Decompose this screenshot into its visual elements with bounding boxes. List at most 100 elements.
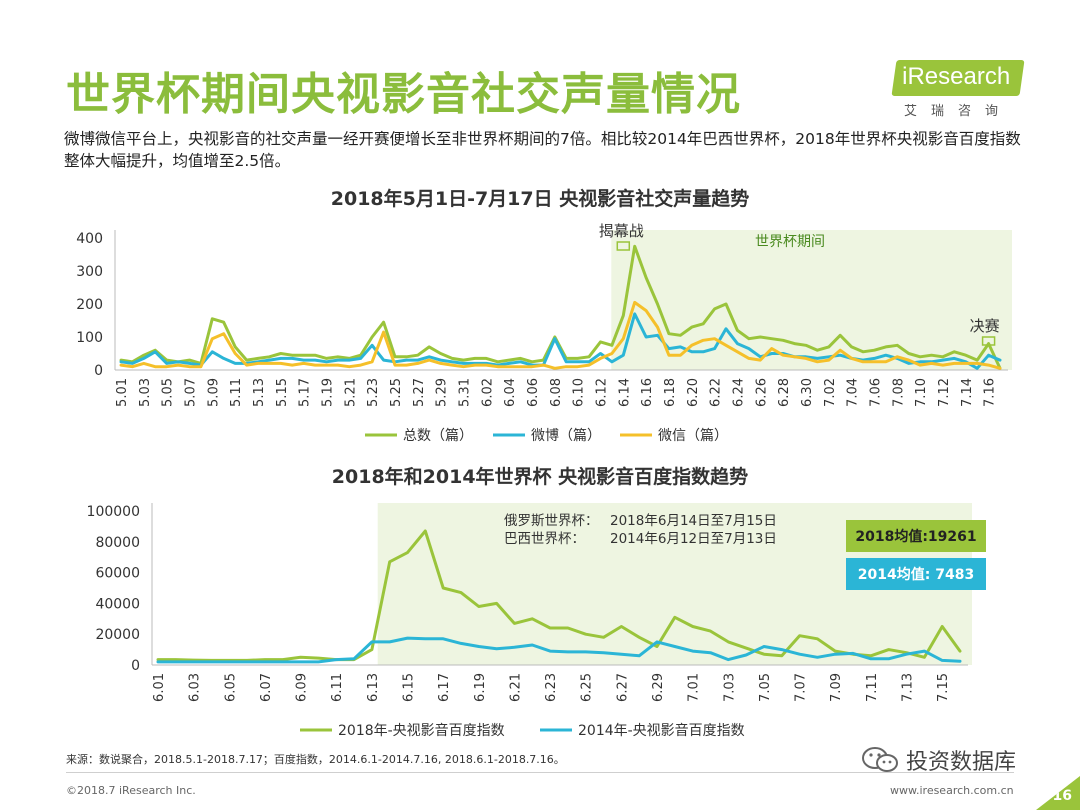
data-point (553, 337, 556, 340)
data-point (645, 335, 648, 339)
data-point (584, 633, 587, 636)
data-point (747, 337, 750, 340)
data-point (439, 352, 442, 355)
data-point (584, 650, 587, 654)
data-point (816, 360, 819, 363)
data-point (459, 591, 463, 594)
data-point (679, 345, 682, 348)
x-tick-label: 6.11 (330, 673, 345, 702)
logo-cn-text: 艾瑞咨询 (903, 104, 1012, 119)
x-tick-label: 5.11 (229, 378, 244, 407)
data-point (188, 365, 191, 368)
x-tick-label: 5.13 (252, 378, 267, 407)
worldcup-period-label: 世界杯期间 (755, 234, 825, 250)
data-point (976, 359, 979, 362)
data-point (542, 363, 545, 367)
data-point (576, 365, 579, 368)
data-point (508, 362, 511, 365)
data-point (477, 605, 480, 608)
page-title: 世界杯期间央视影音社交声量情况 (66, 69, 741, 120)
data-point (154, 350, 157, 353)
data-point (268, 355, 271, 358)
data-point (622, 354, 625, 357)
data-point (804, 344, 808, 347)
data-point (827, 355, 830, 358)
data-point (131, 365, 134, 368)
data-point (142, 357, 145, 360)
data-point (256, 362, 260, 365)
data-point (816, 349, 819, 352)
data-point (782, 354, 785, 357)
x-tick-label: 5.03 (138, 378, 153, 407)
data-point (930, 354, 933, 357)
data-point (587, 363, 591, 367)
data-point (905, 653, 908, 656)
data-point (371, 344, 374, 347)
data-point (638, 654, 641, 657)
source-note: 来源：数说聚合，2018.5.1-2018.7.17；百度指数，2014.6.1… (66, 753, 565, 766)
x-tick-label: 6.06 (526, 378, 541, 407)
data-point (165, 362, 168, 365)
x-tick-label: 6.15 (402, 673, 417, 702)
data-point (335, 658, 338, 661)
data-point (702, 350, 705, 353)
data-point (142, 362, 145, 365)
data-point (887, 648, 890, 651)
data-point (176, 360, 180, 363)
data-point (987, 363, 990, 367)
data-point (745, 646, 748, 650)
legend-label: 微博（篇） (531, 427, 601, 444)
data-point (246, 660, 249, 664)
data-point (762, 653, 766, 656)
x-tick-label: 6.08 (549, 378, 564, 407)
data-point (599, 340, 602, 344)
data-point (918, 355, 922, 358)
data-point (450, 360, 454, 363)
data-point (873, 349, 876, 352)
data-point (359, 357, 362, 360)
data-point (473, 363, 476, 367)
data-point (953, 350, 956, 353)
data-point (850, 345, 853, 348)
data-point (736, 329, 739, 332)
data-point (736, 350, 739, 353)
data-point (192, 660, 195, 664)
data-point (839, 354, 842, 357)
data-point (747, 357, 750, 360)
data-point (530, 360, 534, 363)
data-point (211, 337, 214, 340)
data-point (291, 354, 294, 357)
data-point (299, 660, 302, 664)
data-point (918, 363, 922, 367)
data-point (352, 657, 356, 660)
data-point (165, 359, 168, 362)
site-url[interactable]: www.iresearch.com.cn (890, 784, 1014, 797)
data-point (656, 326, 659, 329)
legend-label: 总数（篇） (403, 428, 473, 444)
data-point (477, 645, 480, 648)
data-point (405, 363, 408, 367)
x-tick-label: 7.04 (846, 378, 861, 407)
data-point (887, 657, 890, 660)
x-tick-label: 7.14 (960, 378, 975, 407)
data-point (281, 660, 284, 664)
x-tick-label: 5.15 (275, 378, 290, 407)
data-point (317, 656, 320, 660)
data-point (359, 363, 362, 367)
data-point (176, 363, 180, 367)
page-subtitle: 微博微信平台上，央视影音的社交声量一经开赛便增长至非世界杯期间的7倍。相比较20… (64, 130, 1021, 170)
data-point (442, 637, 445, 640)
data-point (119, 363, 123, 367)
x-tick-label: 6.19 (473, 673, 488, 702)
data-point (713, 337, 716, 340)
data-point (602, 636, 605, 639)
y-tick-label: 20000 (95, 627, 140, 643)
data-point (709, 630, 712, 633)
data-point (907, 352, 910, 355)
y-tick-label: 0 (131, 658, 140, 674)
data-point (302, 362, 305, 365)
data-point (439, 359, 442, 362)
data-point (317, 660, 320, 664)
data-point (941, 659, 944, 662)
data-point (691, 625, 694, 628)
